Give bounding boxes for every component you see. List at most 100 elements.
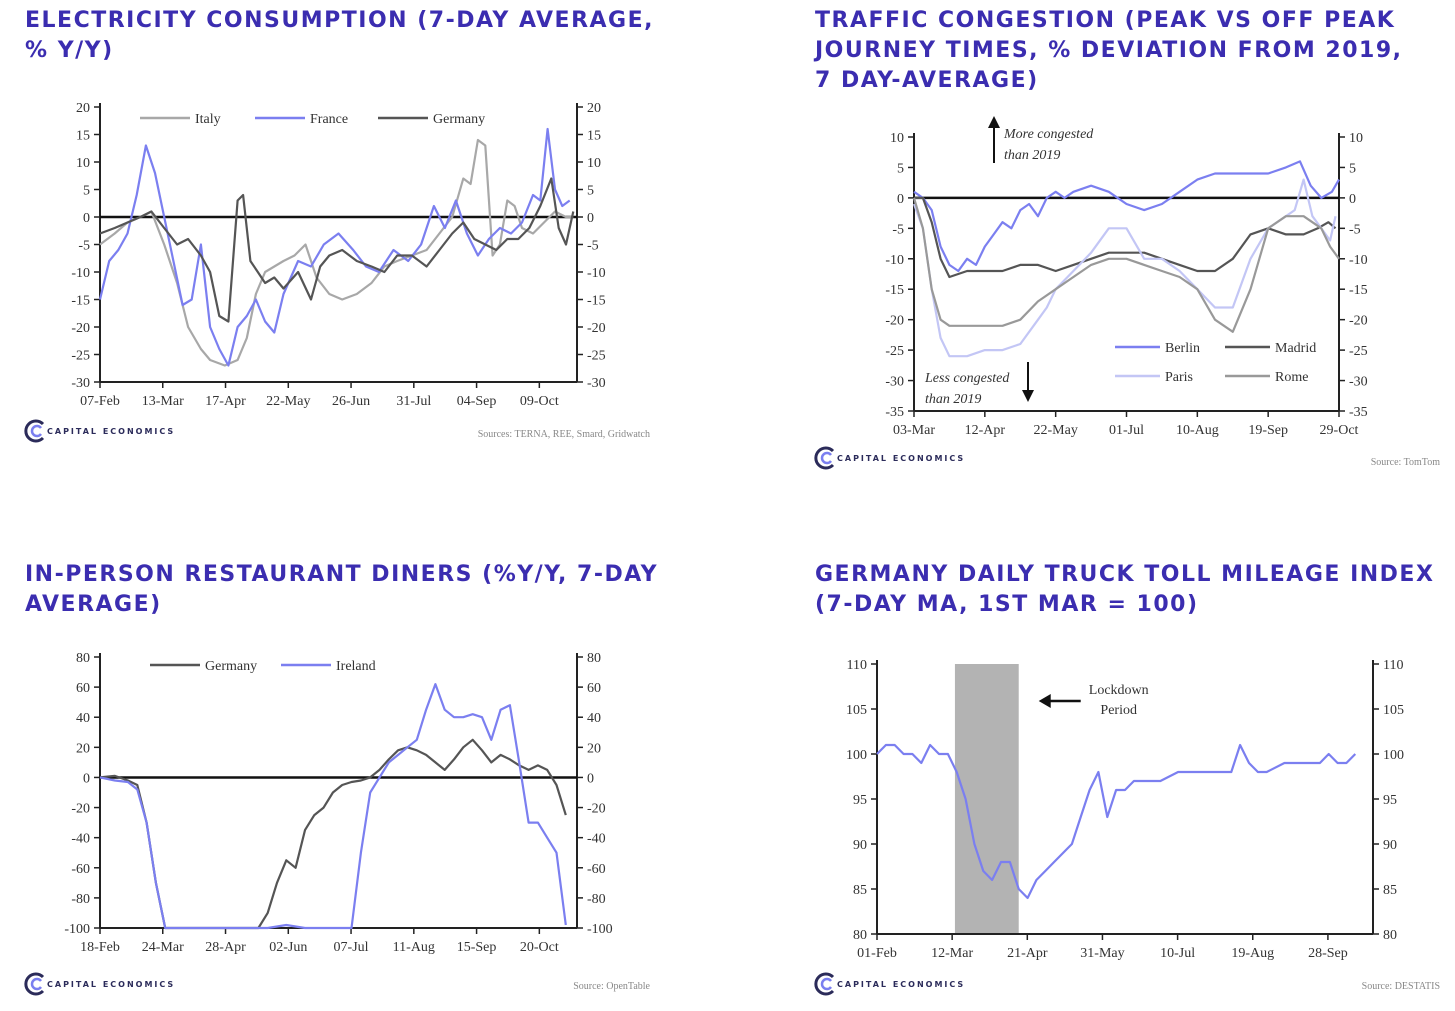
lockdown-label-line1: Lockdown — [1089, 683, 1149, 698]
y-tick-label-left: 5 — [897, 161, 904, 176]
x-tick-label: 29-Oct — [1320, 423, 1359, 438]
x-tick-label: 31-May — [1080, 946, 1124, 961]
series-line-berlin — [913, 160, 1340, 273]
y-tick-label-left: 20 — [76, 741, 90, 756]
y-tick-label-right: 105 — [1383, 703, 1404, 718]
y-tick-label-right: -80 — [587, 892, 606, 907]
x-tick-label: 31-Jul — [396, 394, 431, 409]
y-tick-label-right: 85 — [1383, 883, 1397, 898]
y-tick-label-right: 20 — [587, 101, 601, 116]
series-line-ireland — [99, 683, 567, 930]
y-tick-label-left: 85 — [853, 883, 867, 898]
y-tick-label-right: -60 — [587, 862, 606, 877]
legend-label-germany: Germany — [205, 659, 257, 674]
y-tick-label-right: 80 — [1383, 928, 1397, 943]
y-tick-label-right: -5 — [587, 239, 599, 254]
legend-label-berlin: Berlin — [1165, 341, 1200, 356]
series-line-italy — [99, 138, 574, 367]
x-tick-label: 22-May — [266, 394, 310, 409]
x-tick-label: 28-Apr — [205, 940, 246, 955]
logo-inner-arc-icon — [820, 977, 832, 991]
source-note: Sources: TERNA, REE, Smard, Gridwatch — [478, 429, 650, 440]
y-tick-label-right: 10 — [1349, 131, 1363, 146]
y-tick-label-left: -80 — [71, 892, 90, 907]
y-tick-label-right: -10 — [587, 266, 606, 281]
x-tick-label: 04-Sep — [457, 394, 497, 409]
restaurants-chart: 80 80 60 60 40 40 20 20 0 0 -20 -20 -40 -40 -60 -60 -80 -… — [24, 651, 651, 996]
logo-arc-icon — [814, 972, 835, 996]
y-tick-label-right: -25 — [1349, 344, 1368, 359]
y-tick-label-left: 105 — [846, 703, 867, 718]
x-tick-label: 21-Apr — [1007, 946, 1048, 961]
legend-label-rome: Rome — [1275, 370, 1308, 385]
y-tick-label-left: 0 — [83, 771, 90, 786]
y-tick-label-right: 5 — [1349, 161, 1356, 176]
series-line-germany — [99, 738, 567, 930]
x-tick-label: 01-Feb — [857, 946, 897, 961]
logo-wordmark: CAPITAL ECONOMICS — [47, 427, 175, 436]
logo-inner-arc-icon — [30, 424, 42, 438]
x-tick-label: 17-Apr — [205, 394, 246, 409]
down-arrow-icon — [1022, 390, 1034, 402]
x-tick-label: 07-Jul — [334, 940, 369, 955]
y-tick-label-right: -35 — [1349, 405, 1368, 420]
y-tick-label-left: 10 — [76, 156, 90, 171]
y-tick-label-left: -30 — [885, 375, 904, 390]
y-tick-label-left: -15 — [885, 283, 904, 298]
y-tick-label-right: 20 — [587, 741, 601, 756]
y-tick-label-left: 5 — [83, 184, 90, 199]
series-line-rome — [912, 197, 1340, 333]
more-congested-label-line2: than 2019 — [1004, 148, 1060, 163]
logo-inner-arc-icon — [820, 451, 832, 465]
truck-chart: Lockdown Period 110 110 105 105 100 100 95 95 90 90… — [814, 658, 1440, 996]
y-tick-label-left: -25 — [71, 349, 90, 364]
y-tick-label-left: -25 — [885, 344, 904, 359]
y-tick-label-right: -5 — [1349, 222, 1361, 237]
y-tick-label-left: 80 — [853, 928, 867, 943]
y-tick-label-right: -20 — [1349, 314, 1368, 329]
y-tick-label-right: -30 — [587, 376, 606, 391]
y-tick-label-right: 15 — [587, 129, 601, 144]
y-tick-label-right: 40 — [587, 711, 601, 726]
legend-label-france: France — [310, 112, 348, 127]
y-tick-label-right: -15 — [1349, 283, 1368, 298]
series-line-germany — [99, 177, 575, 323]
legend-label-paris: Paris — [1165, 370, 1193, 385]
x-tick-label: 15-Sep — [457, 940, 497, 955]
y-tick-label-left: 100 — [846, 748, 867, 763]
legend-label-italy: Italy — [195, 112, 221, 127]
y-tick-label-left: 80 — [76, 651, 90, 666]
y-tick-label-left: -5 — [78, 239, 90, 254]
electricity-chart: 20 20 15 15 10 10 5 5 0 0 -5 -5 -10 -10 -15 -15 -20 -20 -2… — [24, 101, 650, 443]
logo-wordmark: CAPITAL ECONOMICS — [47, 980, 175, 989]
x-tick-label: 03-Mar — [893, 423, 935, 438]
x-tick-label: 28-Sep — [1308, 946, 1348, 961]
y-tick-label-left: -20 — [885, 314, 904, 329]
y-tick-label-left: 110 — [847, 658, 867, 673]
y-tick-label-right: -20 — [587, 802, 606, 817]
x-tick-label: 12-Apr — [965, 423, 1006, 438]
source-note: Source: DESTATIS — [1362, 981, 1440, 992]
series-line-france — [98, 127, 571, 367]
less-congested-label: Less congested — [924, 371, 1010, 386]
restaurants-chart-title: IN-PERSON RESTAURANT DINERS (%Y/Y, 7-DAY… — [25, 562, 659, 617]
y-tick-label-right: -25 — [587, 349, 606, 364]
x-tick-label: 19-Sep — [1248, 423, 1288, 438]
x-tick-label: 10-Jul — [1160, 946, 1195, 961]
source-note: Source: TomTom — [1371, 457, 1440, 468]
y-tick-label-right: 0 — [587, 211, 594, 226]
y-tick-label-left: 40 — [76, 711, 90, 726]
x-tick-label: 20-Oct — [520, 940, 559, 955]
y-tick-label-left: -100 — [64, 922, 90, 937]
y-tick-label-left: 95 — [853, 793, 867, 808]
y-tick-label-left: 60 — [76, 681, 90, 696]
y-tick-label-left: -10 — [71, 266, 90, 281]
y-tick-label-left: -60 — [71, 862, 90, 877]
traffic-chart: 10 10 5 5 0 0 -5 -5 -10 -10 -15 -15 -20 -20 -25 -25 -30 -… — [814, 116, 1440, 470]
logo-wordmark: CAPITAL ECONOMICS — [837, 980, 965, 989]
y-tick-label-left: 0 — [83, 211, 90, 226]
legend-label-madrid: Madrid — [1275, 341, 1316, 356]
y-tick-label-right: -20 — [587, 321, 606, 336]
lockdown-arrow-icon — [1038, 694, 1051, 708]
electricity-chart-title: ELECTRICITY CONSUMPTION (7-DAY AVERAGE, … — [25, 8, 654, 63]
